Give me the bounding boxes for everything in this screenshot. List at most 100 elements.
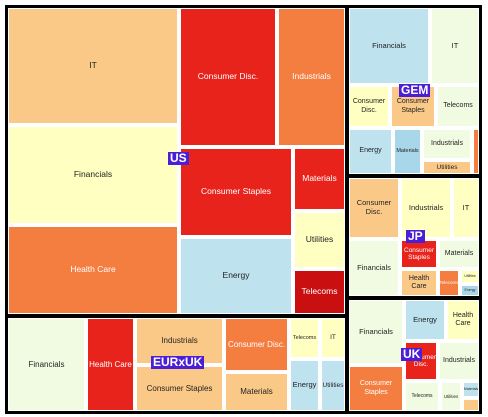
treemap-cell-label: Financials — [372, 40, 406, 50]
treemap-cell-label: Industrials — [431, 139, 463, 147]
region-label-us: US — [168, 151, 189, 166]
treemap-cell-label: Energy — [222, 270, 250, 281]
region-label-jp: JP — [406, 229, 425, 244]
treemap-cell-label: Materials — [396, 148, 419, 155]
treemap-cell-label: Materials — [444, 249, 474, 257]
treemap-cell-label: IT — [89, 60, 97, 71]
treemap-cell-us-energy: Energy — [179, 237, 293, 315]
treemap-cell-label: Financials — [357, 262, 391, 272]
treemap-cell-uk-financials: Financials — [348, 299, 404, 365]
treemap-cell-us-financials: Financials — [7, 125, 179, 225]
treemap-cell-label: Financials — [28, 359, 65, 369]
treemap-cell-jp-consumer-disc: Consumer Disc. — [348, 177, 400, 239]
treemap-cell-eurxuk-telecoms: Telecoms — [289, 317, 320, 359]
treemap-cell-jp-financials: Financials — [348, 239, 400, 297]
treemap-cell-jp-telecoms: Telecoms — [438, 269, 460, 297]
treemap-cell-eurxuk-energy: Energy — [289, 359, 320, 412]
treemap-cell-label: Health Care — [408, 274, 430, 290]
treemap-cell-gem-cell-9 — [472, 128, 480, 175]
treemap-cell-jp-it: IT — [452, 177, 480, 239]
treemap-cell-jp-industrials: Industrials — [400, 177, 452, 239]
treemap-cell-eurxuk-it: IT — [320, 317, 346, 359]
region-label-gem: GEM — [399, 83, 431, 98]
treemap-cell-us-materials: Materials — [293, 147, 346, 211]
treemap-cell-uk-cell-9 — [462, 398, 480, 412]
treemap-cell-label: Consumer Staples — [396, 98, 430, 114]
treemap-cell-uk-materials: Materials — [462, 381, 480, 398]
treemap-cell-label: Consumer Staples — [359, 380, 393, 396]
treemap-cell-us-industrials: Industrials — [277, 7, 346, 147]
treemap-cell-label: Materials — [302, 173, 337, 184]
treemap-cell-label: Consumer Staples — [201, 186, 271, 197]
treemap-cell-gem-it: IT — [430, 7, 480, 85]
treemap-cell-label: Consumer Disc. — [228, 339, 285, 349]
treemap-cell-label: Industrials — [408, 202, 444, 212]
treemap-cell-jp-consumer-staples: Consumer Staples — [400, 239, 438, 269]
treemap-cell-label: Utilities — [322, 381, 344, 389]
treemap-cell-label: Consumer Staples — [146, 383, 213, 393]
treemap-cell-label: Telecoms — [439, 280, 459, 286]
region-label-uk: UK — [401, 347, 423, 362]
treemap-cell-us-consumer-staples: Consumer Staples — [179, 147, 293, 237]
treemap-cell-label: Utilities — [443, 393, 459, 399]
treemap-cell-label: Industrials — [443, 356, 475, 364]
treemap-cell-label: Telecoms — [411, 392, 433, 399]
treemap-cell-us-it: IT — [7, 7, 179, 125]
treemap-cell-label: Materials — [240, 387, 273, 397]
treemap-cell-label: Consumer Staples — [404, 246, 434, 261]
treemap-cell-eurxuk-materials: Materials — [224, 372, 289, 412]
treemap-cell-gem-consumer-disc: Consumer Disc. — [348, 85, 390, 128]
treemap-cell-jp-energy: Energy — [460, 284, 480, 297]
treemap-cell-label: Utilities — [464, 274, 476, 279]
treemap-cell-label: Consumer Disc. — [197, 71, 259, 82]
treemap-cell-label: Materials — [463, 387, 479, 392]
treemap-cell-uk-industrials: Industrials — [438, 341, 480, 381]
treemap-cell-gem-financials: Financials — [348, 7, 430, 85]
treemap-cell-label: Utilities — [436, 163, 458, 171]
treemap-cell-label: IT — [462, 202, 470, 212]
treemap-cell-label: IT — [451, 40, 459, 50]
treemap-cell-label: Telecoms — [301, 286, 338, 297]
treemap-cell-uk-health-care: Health Care — [446, 299, 480, 341]
treemap-cell-us-telecoms: Telecoms — [293, 269, 346, 315]
treemap-cell-jp-health-care: Health Care — [400, 269, 438, 297]
treemap-cell-label: Energy — [413, 314, 437, 324]
treemap-cell-us-health-care: Health Care — [7, 225, 179, 315]
treemap-cell-label: Energy — [292, 380, 317, 390]
treemap-cell-label: Telecoms — [443, 102, 473, 110]
treemap-cell-label: Telecoms — [292, 334, 317, 341]
treemap-cell-label: Utilities — [305, 234, 334, 245]
treemap-cell-gem-telecoms: Telecoms — [436, 85, 480, 128]
treemap-cell-label: Consumer Disc. — [352, 98, 386, 114]
treemap-cell-label: Energy — [359, 147, 382, 155]
region-label-eurxuk: EURxUK — [151, 355, 205, 370]
treemap-cell-us-consumer-disc: Consumer Disc. — [179, 7, 277, 147]
treemap-cell-eurxuk-health-care: Health Care — [86, 317, 135, 412]
treemap-cell-eurxuk-financials: Financials — [7, 317, 86, 412]
treemap-cell-label: Energy — [464, 288, 476, 293]
treemap-cell-gem-utilities: Utilities — [422, 160, 472, 175]
treemap-cell-gem-industrials: Industrials — [422, 128, 472, 160]
treemap-cell-label: Consumer Disc. — [356, 198, 392, 216]
treemap-cell-jp-materials: Materials — [438, 239, 480, 269]
treemap-cell-label: Financials — [359, 326, 393, 336]
treemap-cell-label: Industrials — [292, 71, 331, 82]
treemap-cell-eurxuk-utilities: Utilities — [320, 359, 346, 412]
treemap-cell-uk-energy: Energy — [404, 299, 446, 341]
treemap-cell-label: Industrials — [161, 336, 198, 346]
treemap-cell-label: Health Care — [70, 264, 116, 275]
treemap-cell-gem-materials: Materials — [393, 128, 422, 175]
treemap-cell-label: IT — [330, 334, 336, 342]
treemap-cell-eurxuk-consumer-staples: Consumer Staples — [135, 365, 224, 412]
treemap-cell-uk-consumer-staples: Consumer Staples — [348, 365, 404, 412]
treemap-cell-uk-utilities: Utilities — [440, 381, 462, 412]
treemap-cell-gem-energy: Energy — [348, 128, 393, 175]
treemap-cell-us-utilities: Utilities — [293, 211, 346, 269]
treemap-cell-eurxuk-consumer-disc: Consumer Disc. — [224, 317, 289, 372]
treemap-cell-label: Financials — [73, 169, 113, 180]
treemap-cell-label: Health Care — [452, 311, 474, 327]
treemap-cell-label: Health Care — [89, 359, 132, 369]
treemap-cell-jp-utilities: Utilities — [460, 269, 480, 284]
treemap-cell-uk-telecoms: Telecoms — [404, 381, 440, 412]
